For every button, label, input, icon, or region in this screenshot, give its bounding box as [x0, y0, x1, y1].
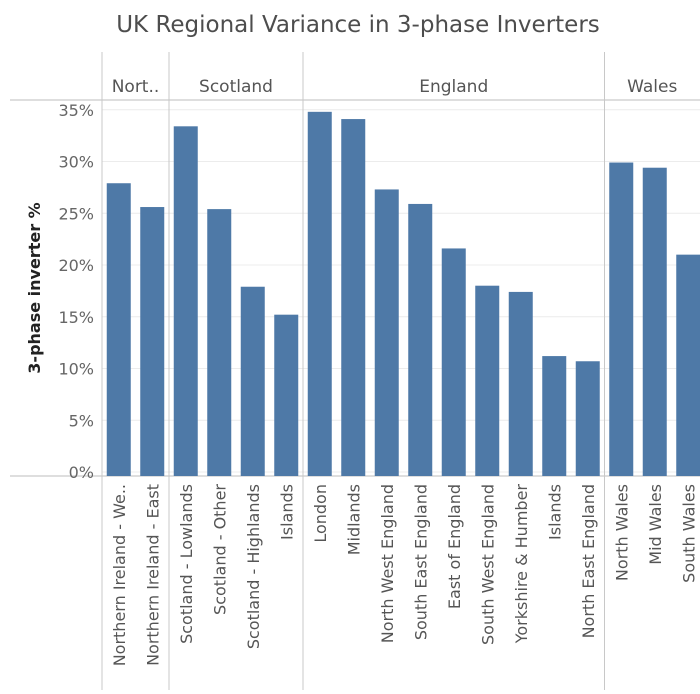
bar	[475, 285, 500, 476]
x-tick-label: Northern Ireland - East	[143, 484, 162, 666]
chart-title: UK Regional Variance in 3-phase Inverter…	[116, 12, 600, 38]
x-tick-label: South Wales	[679, 484, 698, 583]
x-tick-label: East of England	[445, 484, 464, 609]
bars	[106, 111, 700, 477]
y-tick-label: 0%	[69, 463, 94, 482]
y-tick-label: 20%	[58, 256, 94, 275]
x-tick-label: Yorkshire & Humber	[512, 484, 531, 645]
category-labels: Northern Ireland - We.. Northern Ireland …	[110, 484, 699, 667]
x-tick-label: North West England	[378, 484, 397, 643]
bar	[642, 167, 667, 476]
x-tick-label: North East England	[579, 484, 598, 638]
bar	[609, 162, 634, 476]
group-header: Nort..	[112, 77, 160, 97]
bar	[676, 254, 700, 476]
x-tick-label: Islands	[545, 484, 564, 540]
y-tick-label: 25%	[58, 204, 94, 223]
bar	[307, 111, 332, 476]
bar	[408, 203, 433, 476]
y-tick-label: 30%	[58, 153, 94, 172]
bar	[508, 291, 533, 476]
x-tick-label: Scotland - Other	[210, 484, 229, 615]
bar	[374, 189, 399, 476]
group-headers: Nort.. Scotland England Wales	[112, 77, 678, 97]
x-tick-label: Islands	[277, 484, 296, 540]
x-tick-label: North Wales	[612, 484, 631, 581]
bar	[441, 248, 466, 476]
bar	[274, 314, 299, 476]
x-tick-label: Northern Ireland - We..	[110, 484, 129, 666]
bar	[207, 209, 232, 477]
x-tick-label: Scotland - Lowlands	[177, 484, 196, 644]
x-tick-label: Scotland - Highlands	[244, 484, 263, 649]
x-tick-label: South West England	[478, 484, 497, 645]
bar	[341, 119, 366, 476]
x-tick-label: Midlands	[344, 484, 363, 555]
bar	[173, 126, 198, 476]
y-tick-label: 35%	[58, 101, 94, 120]
bar	[240, 286, 265, 476]
gridlines	[102, 109, 700, 473]
group-header: England	[419, 77, 488, 97]
x-tick-label: Mid Wales	[646, 484, 665, 565]
y-tick-label: 15%	[58, 308, 94, 327]
y-tick-label: 10%	[58, 360, 94, 379]
y-tick-label: 5%	[69, 411, 94, 430]
bar	[106, 183, 131, 477]
bar	[575, 361, 600, 476]
group-header: Scotland	[199, 77, 273, 97]
x-tick-label: London	[311, 484, 330, 543]
group-header: Wales	[627, 77, 677, 97]
y-axis-label: 3-phase inverter %	[25, 202, 44, 373]
y-axis-ticks: 0% 5% 10% 15% 20% 25% 30% 35%	[58, 101, 94, 482]
bar	[542, 356, 567, 476]
x-tick-label: South East England	[411, 484, 430, 640]
bar	[140, 207, 165, 477]
